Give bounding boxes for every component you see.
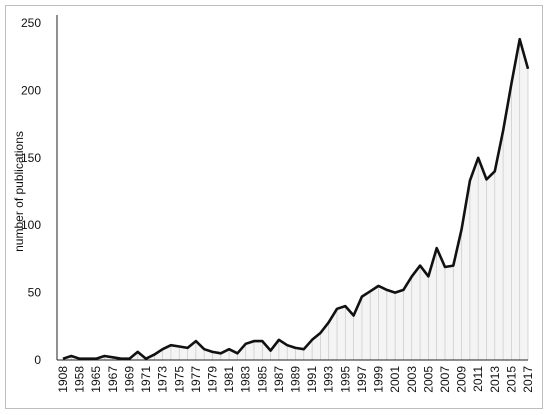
x-tick-label: 1965 <box>89 366 103 393</box>
series-line <box>62 37 530 361</box>
x-tick-label: 1995 <box>338 366 352 393</box>
y-tick-label: 150 <box>21 151 41 165</box>
x-tick-label: 2007 <box>438 366 452 393</box>
y-tick-label: 100 <box>21 218 41 232</box>
x-tick-label: 1971 <box>139 366 153 393</box>
x-tick-label: 1908 <box>56 366 70 393</box>
y-tick-label: 0 <box>34 353 41 367</box>
x-tick-label: 1983 <box>239 366 253 393</box>
y-tick-label: 200 <box>21 83 41 97</box>
x-tick-label: 1993 <box>322 366 336 393</box>
x-tick-label: 1969 <box>122 366 136 393</box>
area-fill <box>62 39 529 361</box>
area-shape <box>63 39 528 361</box>
x-tick-label: 2009 <box>455 366 469 393</box>
x-tick-label: 1967 <box>106 366 120 393</box>
x-tick-label: 2015 <box>504 366 518 393</box>
x-tick-label: 2005 <box>421 366 435 393</box>
x-tick-label: 1989 <box>289 366 303 393</box>
x-tick-label: 2017 <box>521 366 535 393</box>
y-tick-label: 250 <box>21 16 41 30</box>
x-tick-label: 1975 <box>172 366 186 393</box>
x-tick-label: 1987 <box>272 366 286 393</box>
x-tick-label: 2013 <box>488 366 502 393</box>
series-polyline <box>62 37 530 361</box>
x-tick-label: 1991 <box>305 366 319 393</box>
x-tick-label: 1977 <box>189 366 203 393</box>
x-tick-label: 1973 <box>156 366 170 393</box>
axes <box>56 15 528 361</box>
y-axis-label: number of publications <box>12 131 26 252</box>
x-tick-label: 1979 <box>205 366 219 393</box>
x-tick-label: 2003 <box>405 366 419 393</box>
x-tick-label: 1981 <box>222 366 236 393</box>
y-tick-label: 50 <box>28 286 42 300</box>
y-tick-labels: 0 50 100 150 200 250 <box>21 16 41 367</box>
x-tick-label: 2001 <box>388 366 402 393</box>
x-tick-labels: 1908 1958 1965 1967 1969 1971 1973 1975 1977 1979… <box>56 366 535 393</box>
x-tick-label: 1958 <box>73 366 87 393</box>
x-tick-label: 1997 <box>355 366 369 393</box>
x-tick-label: 2011 <box>471 366 485 392</box>
x-tick-label: 1985 <box>255 366 269 393</box>
x-tick-label: 1999 <box>372 366 386 393</box>
